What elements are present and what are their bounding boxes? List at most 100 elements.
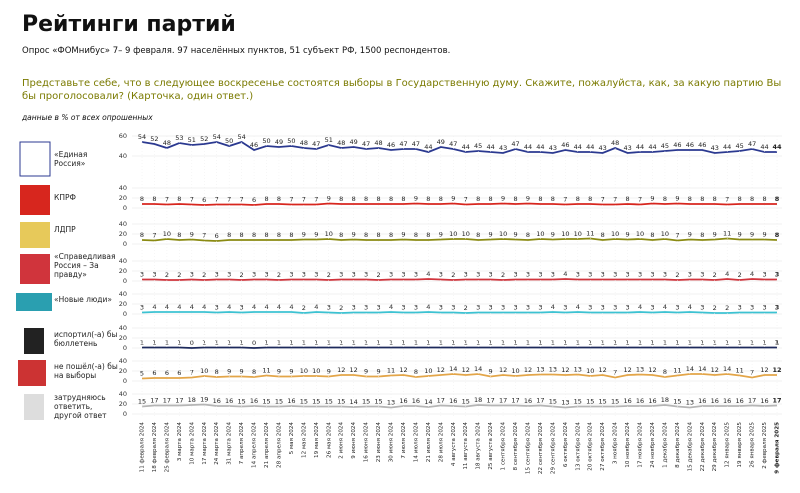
data-label: 9 <box>738 231 742 239</box>
data-label: 1 <box>177 339 181 347</box>
x-tick-label: 15 сентября 2024 <box>525 422 531 475</box>
data-label: 1 <box>476 339 480 347</box>
data-label: 10 <box>462 230 470 238</box>
data-label: 15 <box>374 398 382 406</box>
data-label: 16 <box>711 397 719 405</box>
y-tick-label: 40 <box>119 184 127 192</box>
data-label: 14 <box>449 365 457 373</box>
y-tick-label: 20 <box>119 334 127 342</box>
line <box>141 403 778 409</box>
x-tick-label: 24 ноября 2024 <box>650 422 656 468</box>
data-label: 44 <box>760 143 768 151</box>
data-label: 16 <box>623 397 631 405</box>
data-label: 44 <box>636 143 644 151</box>
data-label: 16 <box>449 397 457 405</box>
logos <box>16 141 52 420</box>
data-label: 8 <box>663 368 667 376</box>
data-label: 1 <box>339 339 343 347</box>
data-label: 1 <box>750 339 754 347</box>
x-tick-label: 7 апреля 2024 <box>239 422 245 465</box>
data-label: 9 <box>762 231 766 239</box>
data-label: 14 <box>350 398 358 406</box>
x-tick-label: 9 июня 2024 <box>351 422 357 459</box>
data-label: 44 <box>574 143 582 151</box>
data-label: 9 <box>277 368 281 376</box>
data-label: 1 <box>426 339 430 347</box>
data-label: 10 <box>325 230 333 238</box>
data-label: 15 <box>275 398 283 406</box>
y-tick-label: 60 <box>119 132 127 140</box>
logo <box>16 293 52 311</box>
data-label: 15 <box>312 398 320 406</box>
data-label: 10 <box>163 230 171 238</box>
data-label: 15 <box>586 398 594 406</box>
x-tick-label: 13 октября 2024 <box>575 422 581 471</box>
series-label: ЛДПР <box>54 225 76 234</box>
data-label: 9 <box>750 231 754 239</box>
data-label: 9 <box>451 195 455 203</box>
data-label: 16 <box>524 397 532 405</box>
data-label: 1 <box>165 339 169 347</box>
data-label: 16 <box>287 397 295 405</box>
x-tick-label: 17 ноября 2024 <box>638 422 644 468</box>
data-label: 1 <box>389 339 393 347</box>
x-tick-label: 14 июля 2024 <box>413 422 419 463</box>
data-label: 9 <box>190 231 194 239</box>
data-label: 14 <box>474 365 482 373</box>
data-label: 16 <box>399 397 407 405</box>
data-label: 1 <box>439 339 443 347</box>
x-tick-label: 2 февраля 2025 <box>762 422 768 469</box>
data-label: 16 <box>636 397 644 405</box>
data-label: 1 <box>152 339 156 347</box>
data-label: 9 <box>501 195 505 203</box>
data-label: 9 <box>240 368 244 376</box>
data-label: 9 <box>675 195 679 203</box>
data-label: 9 <box>364 368 368 376</box>
data-label: 9 <box>352 231 356 239</box>
data-label: 44 <box>536 143 544 151</box>
data-label: 1 <box>563 339 567 347</box>
data-label: 13 <box>387 399 395 407</box>
y-tick-label: 0 <box>123 277 127 285</box>
data-label: 1 <box>327 339 331 347</box>
x-tick-label: 3 ноября 2024 <box>613 422 619 465</box>
x-tick-label: 14 апреля 2024 <box>252 422 258 468</box>
data-label: 15 <box>599 398 607 406</box>
data-label: 9 <box>626 231 630 239</box>
data-label: 1 <box>626 339 630 347</box>
series-label: «Единая Россия» <box>54 150 88 168</box>
data-label: 9 <box>713 231 717 239</box>
note: данные в % от всех опрошенных <box>22 113 153 122</box>
x-tick-label: 26 мая 2024 <box>326 422 332 458</box>
x-tick-label: 27 октября 2024 <box>600 422 606 471</box>
data-label: 53 <box>175 134 183 142</box>
logo <box>20 254 50 284</box>
line <box>141 373 777 380</box>
data-label: 15 <box>611 398 619 406</box>
series-label: «Новые люди» <box>54 295 112 304</box>
x-tick-label: 6 октября 2024 <box>563 422 569 468</box>
y-tick-label: 40 <box>119 152 127 160</box>
data-label: 10 <box>499 230 507 238</box>
data-label: 1 <box>352 339 356 347</box>
data-label: 9 <box>289 368 293 376</box>
data-label: 10 <box>574 230 582 238</box>
data-label: 1 <box>526 339 530 347</box>
data-label: 13 <box>549 366 557 374</box>
data-label: 47 <box>412 140 420 148</box>
data-label: 1 <box>451 339 455 347</box>
data-label: 7 <box>750 369 754 377</box>
x-tick-label: 1 сентября 2024 <box>501 422 507 471</box>
data-label: 15 <box>549 398 557 406</box>
x-tick-label: 11 августа 2024 <box>463 422 469 470</box>
data-label: 47 <box>748 140 756 148</box>
y-tick-label: 20 <box>119 267 127 275</box>
data-label: 1 <box>738 339 742 347</box>
y-tick-label: 20 <box>119 194 127 202</box>
data-label: 44 <box>648 143 656 151</box>
data-label: 15 <box>462 398 470 406</box>
series-label: КПРФ <box>54 193 76 202</box>
data-label: 9 <box>401 231 405 239</box>
